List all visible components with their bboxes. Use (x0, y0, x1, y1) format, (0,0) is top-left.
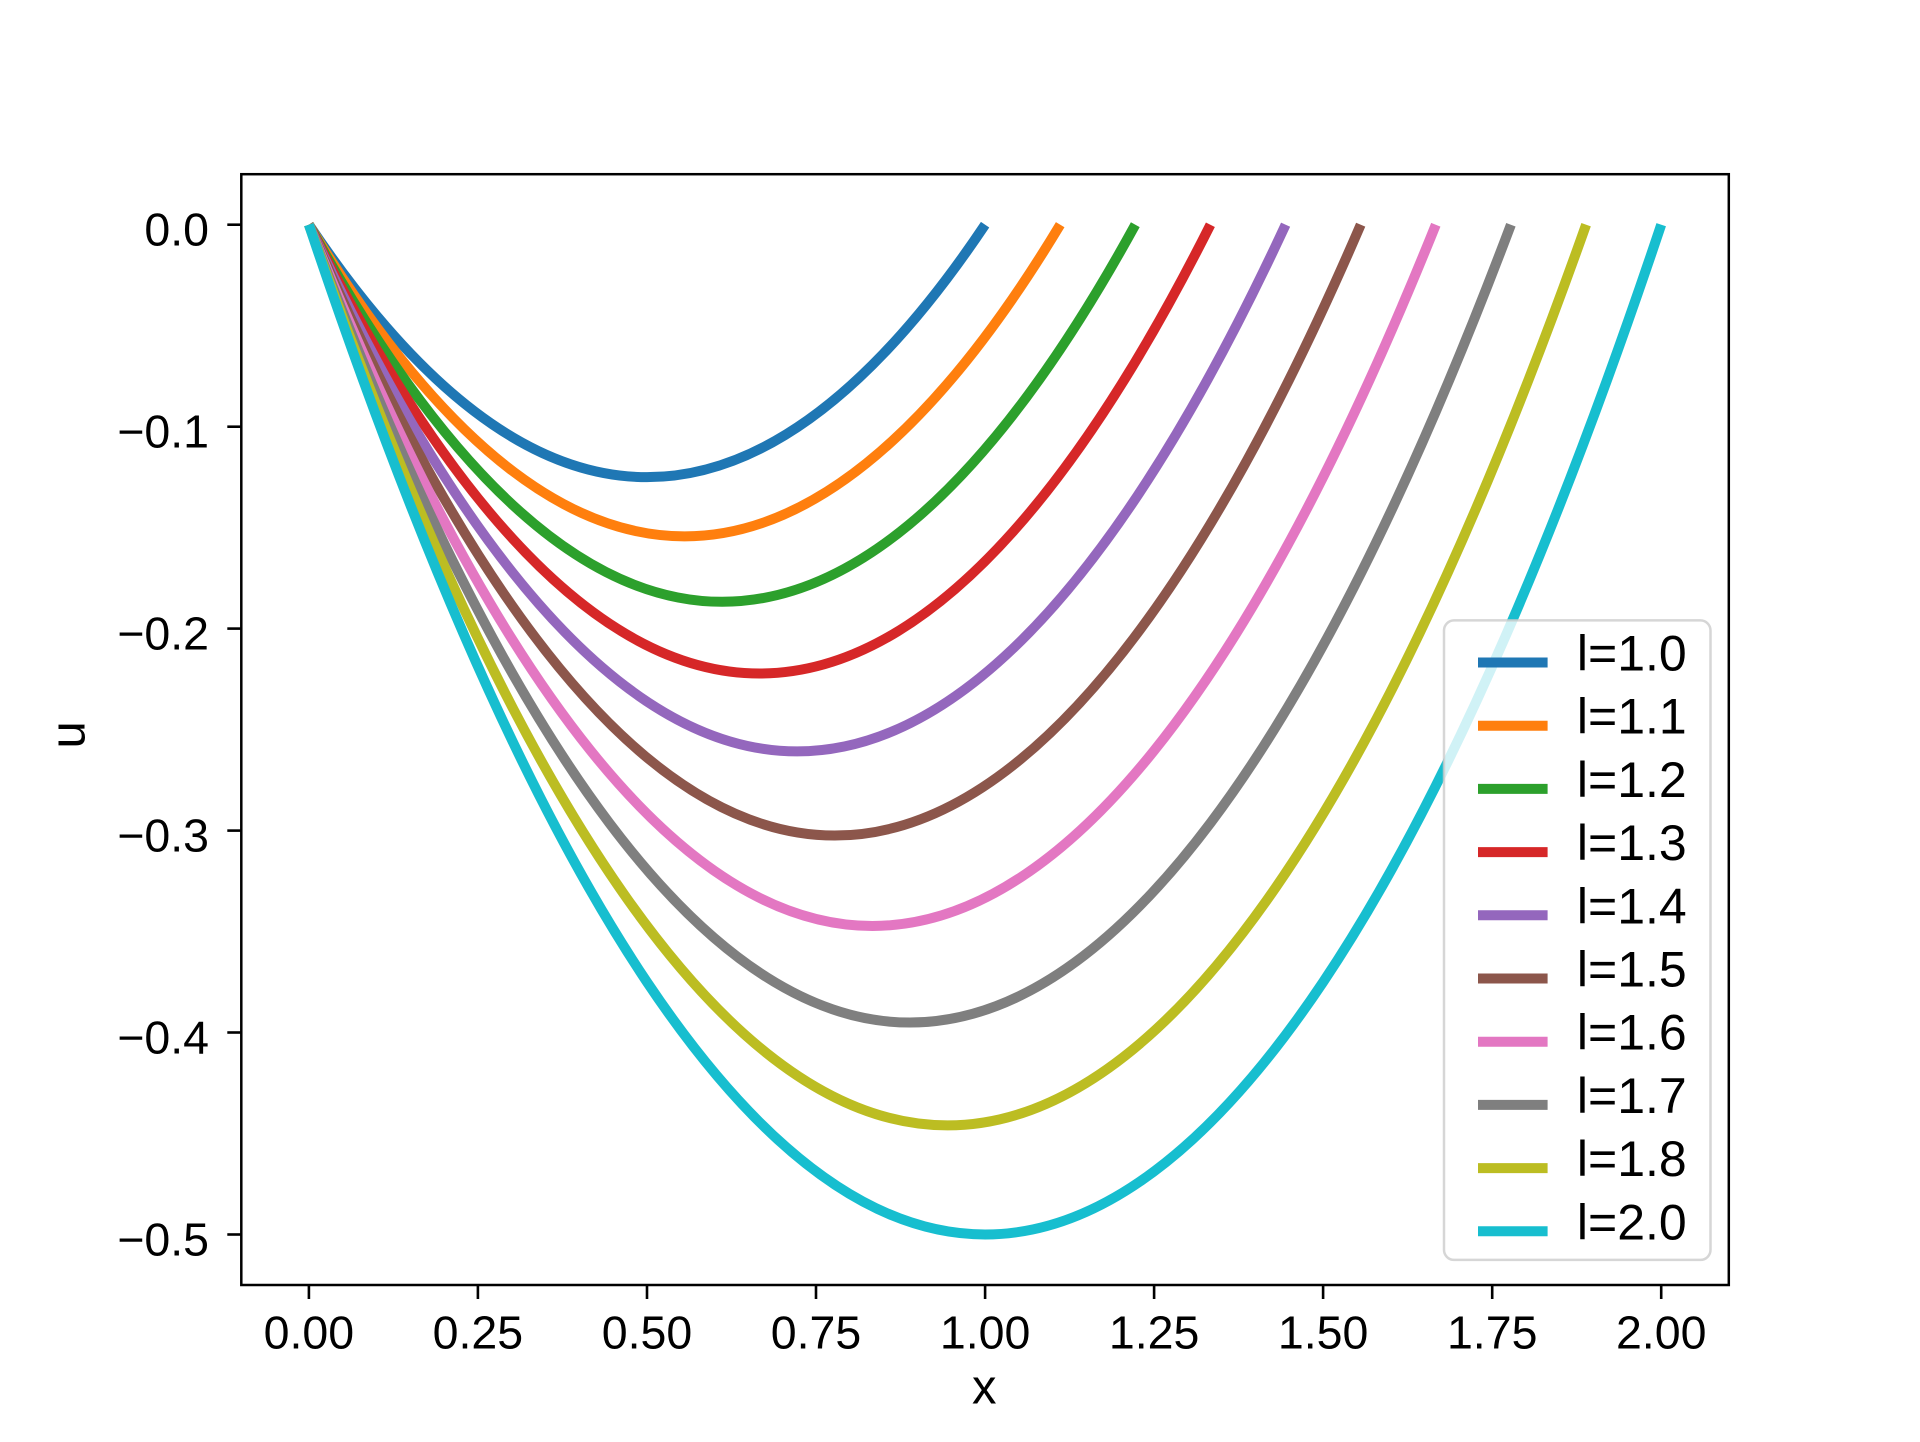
svg-text:0.50: 0.50 (602, 1307, 693, 1359)
svg-text:l=1.4: l=1.4 (1577, 878, 1687, 934)
svg-text:2.00: 2.00 (1616, 1307, 1707, 1359)
svg-text:l=1.2: l=1.2 (1577, 752, 1687, 808)
svg-text:0.00: 0.00 (264, 1307, 355, 1359)
svg-text:l=1.6: l=1.6 (1577, 1005, 1687, 1061)
svg-text:−0.2: −0.2 (117, 608, 209, 660)
svg-text:l=1.7: l=1.7 (1577, 1068, 1687, 1124)
svg-text:1.50: 1.50 (1278, 1307, 1369, 1359)
svg-text:1.00: 1.00 (940, 1307, 1031, 1359)
svg-text:l=2.0: l=2.0 (1577, 1194, 1687, 1250)
svg-text:0.0: 0.0 (144, 204, 209, 256)
svg-text:u: u (42, 721, 96, 748)
svg-text:−0.1: −0.1 (117, 406, 209, 458)
svg-text:x: x (972, 1361, 997, 1415)
svg-text:l=1.8: l=1.8 (1577, 1131, 1687, 1187)
svg-text:l=1.1: l=1.1 (1577, 689, 1687, 745)
svg-text:−0.3: −0.3 (117, 810, 209, 862)
svg-text:l=1.3: l=1.3 (1577, 815, 1687, 871)
svg-text:0.25: 0.25 (433, 1307, 524, 1359)
svg-text:1.75: 1.75 (1447, 1307, 1538, 1359)
svg-text:−0.4: −0.4 (117, 1012, 209, 1064)
svg-text:0.75: 0.75 (771, 1307, 862, 1359)
svg-text:l=1.0: l=1.0 (1577, 626, 1687, 682)
svg-text:l=1.5: l=1.5 (1577, 942, 1687, 998)
svg-text:−0.5: −0.5 (117, 1214, 209, 1266)
svg-text:1.25: 1.25 (1109, 1307, 1200, 1359)
